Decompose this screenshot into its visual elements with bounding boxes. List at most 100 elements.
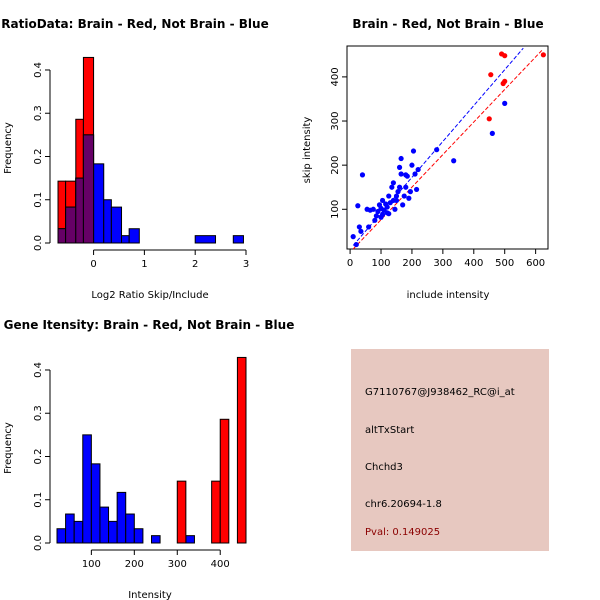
ratio-histogram-axes: 0 1 2 3 0.0 0.1 0.2 0.3 0.4: [33, 62, 249, 270]
intensity-histogram-bar-blue: [125, 513, 135, 544]
intensity-histogram-bar-blue: [108, 520, 118, 544]
ratio-histogram-bar-blue: [121, 235, 130, 244]
intensity-histogram-x-tick-label: 400: [211, 559, 230, 570]
scatter-point-blue: [372, 217, 378, 223]
intensity-histogram-bar-blue: [151, 535, 161, 544]
scatter-point-red: [488, 72, 494, 78]
scatter-point-blue: [353, 241, 359, 248]
scatter-point-blue: [358, 228, 364, 234]
scatter-point-blue: [403, 184, 409, 190]
probe-info-panel: G7110767@J938462_RC@i_at altTxStart Chch…: [351, 349, 549, 551]
scatter-point-blue: [410, 148, 417, 154]
scatter-point-blue: [384, 210, 390, 216]
scatter-point-blue: [413, 186, 420, 193]
scatter-ylabel: skip intensity: [302, 117, 313, 184]
scatter-point-blue: [398, 155, 404, 162]
intensity-histogram-x-tick-label: 100: [82, 559, 101, 570]
genomic-location: chr6.20694-1.8: [365, 499, 442, 510]
intensity-histogram-y-tick-label: 0.0: [33, 535, 44, 551]
scatter-point-blue: [502, 100, 508, 106]
scatter-point-blue: [379, 211, 386, 218]
scatter-x-tick-label: 600: [526, 258, 545, 269]
scatter-point-blue: [412, 171, 418, 177]
scatter-x-tick-label: 500: [495, 258, 514, 269]
scatter-point-blue: [393, 193, 400, 199]
scatter-point-blue: [366, 224, 372, 230]
ratio-histogram-bars: [57, 56, 244, 244]
intensity-histogram-panel: Gene Itensity: Brain - Red, Not Brain - …: [3, 318, 294, 600]
scatter-x-tick-label: 300: [433, 258, 452, 269]
intensity-histogram-bar-red: [176, 480, 187, 544]
scatter-points: [350, 51, 546, 248]
ratio-histogram-y-tick-label: 0.2: [33, 149, 44, 165]
scatter-point-blue: [389, 184, 395, 190]
scatter-y-tick-label: 200: [330, 156, 341, 175]
intensity-histogram-bar-blue: [90, 463, 101, 544]
scatter-point-blue: [373, 213, 379, 219]
ratio-histogram-bar-overlap: [65, 206, 77, 244]
ratio-histogram-bar-blue: [232, 235, 244, 244]
intensity-histogram-bar-red: [236, 356, 247, 544]
scatter-y-tick-label: 100: [330, 200, 341, 219]
ratio-histogram-bar-overlap: [82, 134, 95, 244]
ratio-histogram-title: RatioData: Brain - Red, Not Brain - Blue: [1, 17, 268, 31]
scatter-point-red: [486, 116, 492, 122]
intensity-histogram-bar-blue: [73, 520, 84, 544]
ratio-histogram-bar-blue: [194, 235, 217, 244]
intensity-histogram-bars: [56, 356, 247, 544]
scatter-point-blue: [406, 195, 412, 201]
intensity-scatter-panel: Brain - Red, Not Brain - Blue include in…: [302, 17, 549, 301]
ratio-histogram-x-tick-label: 2: [192, 259, 198, 270]
scatter-point-blue: [403, 172, 409, 178]
scatter-point-blue: [395, 189, 401, 195]
scatter-point-blue: [407, 189, 413, 195]
ratio-histogram-y-tick-label: 0.1: [33, 192, 44, 208]
scatter-point-blue: [356, 224, 362, 230]
ratio-histogram-bar-blue: [93, 163, 105, 244]
scatter-point-blue: [379, 197, 386, 204]
ratio-histogram-ylabel: Frequency: [3, 122, 14, 174]
scatter-x-tick-label: 200: [402, 258, 421, 269]
scatter-point-blue: [359, 172, 366, 178]
scatter-x-tick-label: 0: [347, 258, 353, 269]
intensity-histogram-bar-red: [219, 418, 230, 544]
ratio-histogram-x-tick-label: 0: [90, 259, 96, 270]
intensity-histogram-ylabel: Frequency: [3, 422, 14, 474]
intensity-histogram-title: Gene Itensity: Brain - Red, Not Brain - …: [4, 318, 295, 332]
scatter-y-tick-label: 400: [330, 67, 341, 86]
ratio-histogram-x-tick-label: 3: [243, 259, 249, 270]
ratio-histogram-bar-blue: [103, 199, 112, 244]
scatter-point-blue: [350, 234, 356, 240]
intensity-histogram-bar-blue: [82, 434, 92, 544]
scatter-axes: 0 100 200 300 400 500 600 100 200 300 400: [330, 67, 545, 269]
scatter-point-blue: [392, 206, 398, 212]
scatter-y-tick-label: 300: [330, 111, 341, 130]
intensity-histogram-bar-blue: [56, 528, 67, 544]
ratio-histogram-bar-blue: [128, 228, 140, 244]
scatter-point-blue: [386, 193, 392, 199]
intensity-histogram-y-tick-label: 0.4: [33, 362, 44, 378]
intensity-histogram-bar-red: [211, 480, 221, 544]
event-type: altTxStart: [365, 425, 415, 436]
scatter-point-blue: [489, 130, 495, 136]
scatter-point-blue: [401, 193, 407, 199]
intensity-histogram-bar-blue: [116, 491, 127, 544]
scatter-point-blue: [384, 204, 390, 210]
scatter-point-red: [540, 52, 546, 58]
intensity-histogram-bar-blue: [99, 506, 110, 544]
intensity-histogram-axes: 100 200 300 400 0.0 0.1 0.2 0.3 0.4: [33, 362, 230, 570]
scatter-title: Brain - Red, Not Brain - Blue: [352, 17, 543, 31]
scatter-point-blue: [398, 171, 404, 177]
intensity-histogram-y-tick-label: 0.1: [33, 492, 44, 508]
ratio-histogram-x-tick-label: 1: [141, 259, 147, 270]
intensity-histogram-xlabel: Intensity: [128, 590, 172, 600]
intensity-histogram-bar-blue: [65, 513, 75, 544]
ratio-histogram-panel: RatioData: Brain - Red, Not Brain - Blue…: [1, 17, 268, 301]
scatter-point-red: [502, 78, 508, 84]
scatter-point-blue: [355, 203, 361, 209]
intensity-histogram-x-tick-label: 200: [125, 559, 144, 570]
intensity-histogram-bar-blue: [185, 535, 195, 544]
scatter-point-red: [502, 53, 508, 59]
scatter-point-blue: [390, 197, 396, 204]
